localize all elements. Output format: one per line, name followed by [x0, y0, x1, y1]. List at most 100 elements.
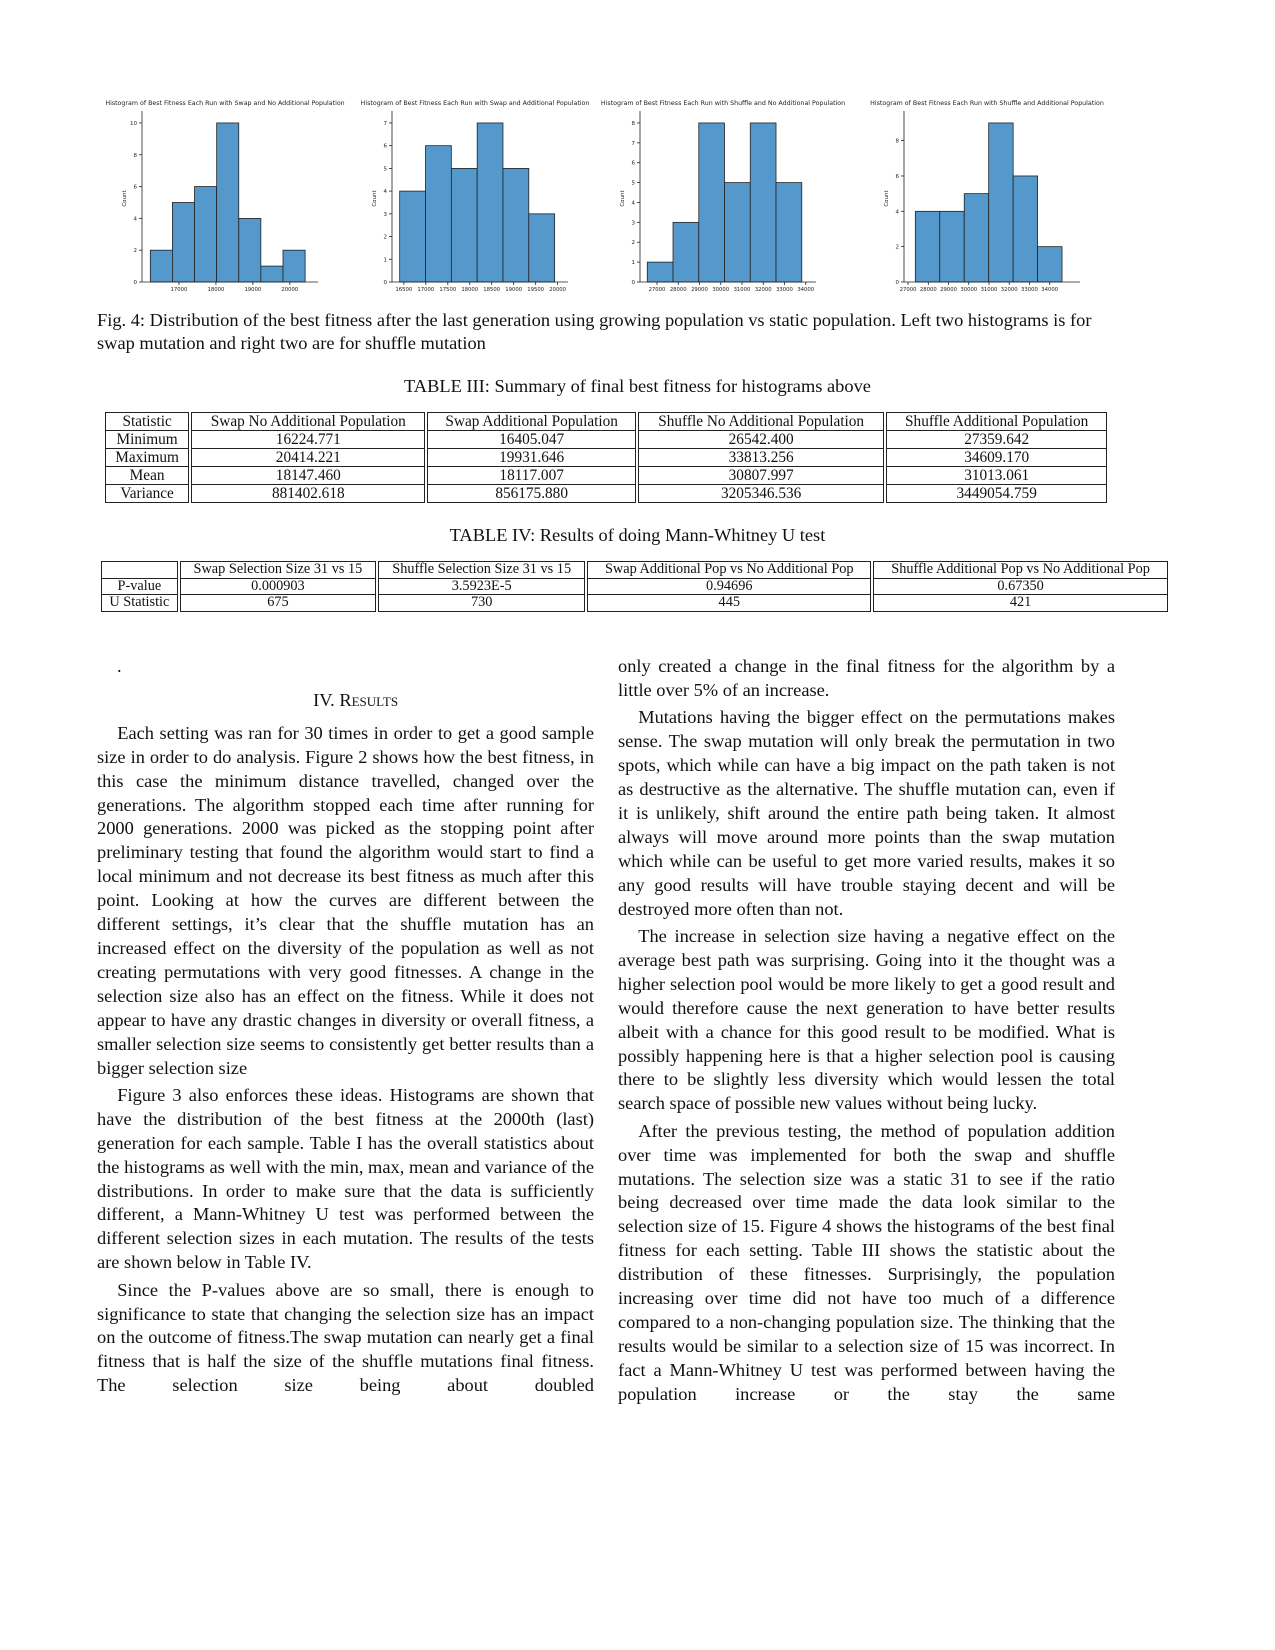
cell: 0.67350: [870, 577, 1169, 595]
cell: 445: [584, 594, 873, 612]
y-tick-label: 6: [896, 174, 900, 180]
y-tick-label: 0: [896, 280, 900, 286]
header-cell: Shuffle No Additional Population: [634, 412, 886, 431]
bar: [450, 167, 478, 283]
x-tick-label: 18000: [207, 287, 224, 293]
x-tick-label: 17000: [417, 287, 434, 293]
x-tick-label: 19000: [505, 287, 522, 293]
chart-title: Histogram of Best Fitness Each Run with …: [601, 100, 845, 107]
y-tick-label: 8: [896, 139, 900, 145]
x-tick-label: 17500: [439, 287, 456, 293]
cell: 34609.170: [883, 448, 1108, 467]
chart-title: Histogram of Best Fitness Each Run with …: [105, 100, 344, 107]
x-tick-label: 19000: [244, 287, 261, 293]
header-cell: Shuffle Selection Size 31 vs 15: [375, 561, 587, 579]
y-tick-label: 6: [134, 185, 138, 191]
bar: [172, 202, 195, 283]
row: Minimum 16224.771 16405.047 26542.400 27359.…: [105, 430, 1108, 449]
bar: [1012, 175, 1038, 283]
section-heading: IV. Results: [313, 689, 399, 710]
header-row: Statistic Swap No Additional Population Sw…: [105, 412, 1108, 431]
x-tick-label: 32000: [1001, 287, 1018, 293]
x-tick-label: 29000: [691, 287, 708, 293]
cell: Maximum: [105, 448, 191, 467]
y-tick-label: 0: [632, 280, 636, 286]
bar: [528, 213, 556, 283]
histogram-chart: Histogram of Best Fitness Each Run with …: [105, 100, 344, 293]
bar: [724, 182, 751, 283]
y-tick-label: 5: [384, 166, 388, 172]
y-tick-label: 4: [632, 200, 636, 206]
bar: [502, 167, 530, 283]
cell: U Statistic: [100, 594, 180, 612]
bar: [282, 249, 306, 283]
y-axis-label: Count: [884, 189, 890, 206]
x-tick-label: 18000: [461, 287, 478, 293]
cell: 33813.256: [634, 448, 886, 467]
x-tick-label: 30000: [960, 287, 977, 293]
bar: [1037, 246, 1063, 283]
x-tick-label: 20000: [549, 287, 566, 293]
x-tick-label: 31000: [734, 287, 751, 293]
y-axis-label: Count: [620, 189, 626, 206]
x-tick-label: 28000: [920, 287, 937, 293]
paragraph: only created a change in the final fitne…: [618, 656, 1115, 700]
bar: [194, 186, 218, 283]
x-tick-label: 34000: [1041, 287, 1058, 293]
x-tick-label: 33000: [776, 287, 793, 293]
paragraph: The increase in selection size having a …: [618, 925, 1115, 1114]
x-tick-label: 18500: [483, 287, 500, 293]
x-tick-label: 27000: [900, 287, 917, 293]
y-tick-label: 4: [134, 216, 138, 222]
cell: 19931.646: [424, 448, 638, 467]
header-cell: Swap No Additional Population: [188, 412, 427, 431]
bar: [425, 145, 452, 283]
histogram-chart: Histogram of Best Fitness Each Run with …: [361, 100, 590, 293]
marker: .: [117, 656, 122, 676]
paragraph: After the previous testing, the method o…: [618, 1120, 1115, 1404]
y-axis-label: Count: [372, 189, 378, 206]
cell: 675: [176, 594, 378, 612]
x-tick-label: 17000: [171, 287, 188, 293]
cell: Variance: [105, 484, 191, 503]
header-row: Swap Selection Size 31 vs 15 Shuffle Sele…: [100, 561, 1169, 579]
cell: 3449054.759: [883, 484, 1108, 503]
row: Mean 18147.460 18117.007 30807.997 31013.061: [105, 466, 1108, 485]
paragraph: Mutations having the bigger effect on th…: [618, 707, 1115, 919]
cell: 0.94696: [584, 577, 873, 595]
x-tick-label: 16500: [395, 287, 412, 293]
row: U Statistic 675 730 445 421: [100, 594, 1169, 612]
y-tick-label: 0: [384, 280, 388, 286]
y-tick-label: 3: [384, 212, 388, 218]
histogram-chart: Histogram of Best Fitness Each Run with …: [870, 100, 1104, 293]
bar: [149, 249, 173, 283]
right-column: only created a change in the final fitne…: [618, 655, 1115, 1410]
cell: 18147.460: [188, 466, 427, 485]
y-tick-label: 10: [130, 121, 137, 127]
cell: 16405.047: [424, 430, 638, 449]
y-tick-label: 2: [896, 245, 900, 251]
header-cell: [100, 561, 180, 579]
cell: 18117.007: [424, 466, 638, 485]
y-tick-label: 7: [632, 141, 636, 147]
row: Maximum 20414.221 19931.646 33813.256 34609.…: [105, 448, 1108, 467]
cell: 27359.642: [883, 430, 1108, 449]
row: Variance 881402.618 856175.880 3205346.536 3…: [105, 484, 1108, 503]
y-tick-label: 1: [384, 257, 388, 263]
cell: 730: [375, 594, 587, 612]
y-axis-label: Count: [122, 189, 128, 206]
header-cell: Shuffle Additional Pop vs No Additional …: [870, 561, 1169, 579]
bar: [963, 193, 990, 283]
figure-caption: Fig. 4: Distribution of the best fitness…: [97, 310, 1092, 353]
y-tick-label: 4: [384, 189, 388, 195]
header-cell: Statistic: [105, 412, 191, 431]
paragraph: Each setting was ran for 30 times in ord…: [97, 722, 594, 1078]
bar: [238, 217, 262, 283]
y-tick-label: 6: [632, 161, 636, 167]
chart-title: Histogram of Best Fitness Each Run with …: [870, 100, 1104, 107]
y-tick-label: 8: [632, 121, 636, 127]
table-title: TABLE IV: Results of doing Mann-Whitney …: [449, 525, 826, 545]
cell: 0.000903: [176, 577, 378, 595]
y-tick-label: 8: [134, 153, 138, 159]
x-tick-label: 27000: [649, 287, 666, 293]
